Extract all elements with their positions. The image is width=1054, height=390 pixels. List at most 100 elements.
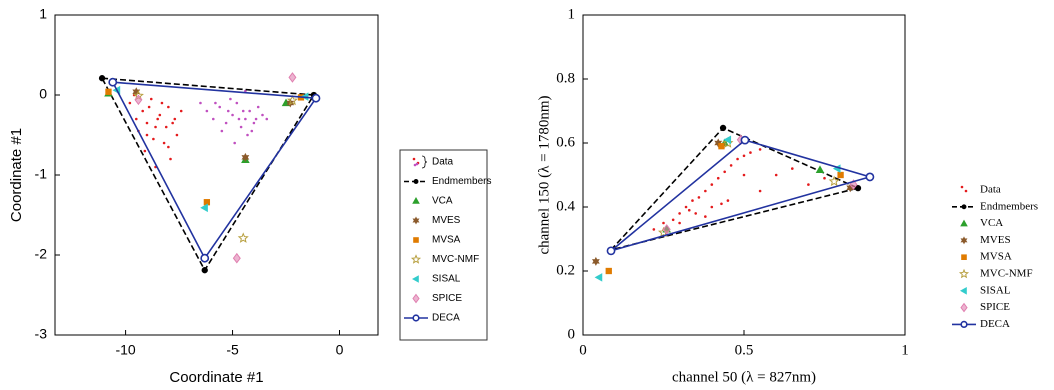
legend-label: SISAL xyxy=(980,284,1011,296)
right-chart: 0 0.5 1 0 0.2 0.4 0.6 0.8 1 channel 50 (λ = 827nm… xyxy=(536,6,1038,385)
point xyxy=(740,135,750,145)
data-point xyxy=(704,215,707,218)
data-point xyxy=(214,101,217,105)
data-point xyxy=(687,208,691,212)
legend-swatch xyxy=(412,216,420,225)
data-point xyxy=(152,137,155,141)
data-point xyxy=(154,125,157,129)
data-point xyxy=(807,183,810,186)
legend-brace xyxy=(421,155,428,169)
point xyxy=(591,256,600,266)
data-point xyxy=(224,121,228,125)
legend-swatch xyxy=(412,314,420,322)
data-point xyxy=(162,141,166,145)
outline xyxy=(111,81,318,260)
y-tick-label: -3 xyxy=(35,326,48,342)
plot-frame xyxy=(54,14,379,336)
legend-swatch xyxy=(960,287,967,295)
data-point xyxy=(720,202,723,206)
data-point xyxy=(749,151,752,154)
data-point xyxy=(175,133,179,137)
point xyxy=(288,72,297,83)
point xyxy=(108,77,118,87)
data-point xyxy=(265,117,269,121)
data-point xyxy=(134,117,138,121)
legend-swatch xyxy=(413,237,419,243)
data-point xyxy=(248,109,251,113)
data-point xyxy=(736,157,739,161)
legend-swatch xyxy=(964,189,968,193)
data-point xyxy=(704,189,707,193)
legend-label: MVC-NMF xyxy=(980,268,1033,280)
x-axis-label: Coordinate #1 xyxy=(169,369,263,386)
data-point xyxy=(147,105,151,109)
point xyxy=(132,87,141,97)
data-point xyxy=(678,212,681,215)
data-point xyxy=(694,212,697,215)
legend-label: MVSA xyxy=(980,251,1012,263)
data-point xyxy=(199,101,202,105)
legend-swatch xyxy=(961,204,967,210)
data-point xyxy=(256,105,260,109)
x-tick-label: 0 xyxy=(579,342,587,358)
data-point xyxy=(141,109,145,113)
legend-label: VCA xyxy=(432,196,453,207)
point xyxy=(241,152,250,162)
point xyxy=(723,135,732,145)
y-axis-label: Coordinate #1 xyxy=(8,128,25,222)
data-point xyxy=(684,205,688,209)
y-tick-label: 0.4 xyxy=(556,198,575,214)
data-point xyxy=(218,105,222,109)
data-point xyxy=(233,141,236,145)
data-point xyxy=(226,109,230,113)
point xyxy=(98,75,106,82)
y-tick-label: 1 xyxy=(39,6,47,22)
data-point xyxy=(160,101,164,105)
data-point xyxy=(241,109,245,113)
data-point xyxy=(726,199,730,202)
legend-swatch xyxy=(413,179,419,184)
data-point xyxy=(169,157,172,161)
point xyxy=(718,143,725,150)
y-tick-label: 0.8 xyxy=(556,70,575,86)
data-point xyxy=(758,148,762,151)
legend-swatch xyxy=(960,219,968,227)
point xyxy=(828,175,840,187)
legend-label: Data xyxy=(432,157,454,168)
data-point xyxy=(173,117,177,121)
data-point xyxy=(791,167,794,170)
point xyxy=(311,93,321,103)
data-point xyxy=(261,113,264,117)
point xyxy=(722,137,734,148)
y-tick-label: -2 xyxy=(35,246,48,262)
data-point xyxy=(710,205,714,209)
data-point xyxy=(671,218,675,222)
point xyxy=(134,94,143,106)
legend-swatch xyxy=(412,275,419,283)
data-point xyxy=(145,133,149,137)
legend-swatch xyxy=(412,157,416,161)
data-point xyxy=(742,173,746,177)
legend-swatch xyxy=(412,197,420,204)
point xyxy=(201,267,208,274)
data-point xyxy=(128,101,132,105)
legend-label: MVC-NMF xyxy=(432,254,479,265)
data-point xyxy=(710,183,714,186)
x-tick-label: 1 xyxy=(901,342,909,358)
x-axis-label: channel 50 (λ = 827nm) xyxy=(672,369,816,385)
data-point xyxy=(205,109,209,113)
data-point xyxy=(697,196,701,199)
legend-swatch xyxy=(960,320,968,329)
data-point xyxy=(237,117,241,121)
data-point xyxy=(662,221,665,225)
data-point xyxy=(691,199,694,202)
data-point xyxy=(231,113,234,117)
outline xyxy=(610,139,873,252)
legend-label: MVES xyxy=(432,215,461,226)
legend-label: Endmembers xyxy=(432,176,491,187)
legend-swatch xyxy=(960,236,968,245)
data-point xyxy=(167,105,170,109)
data-point xyxy=(716,176,720,180)
data-point xyxy=(164,125,168,129)
legend-label: MVES xyxy=(980,234,1011,246)
